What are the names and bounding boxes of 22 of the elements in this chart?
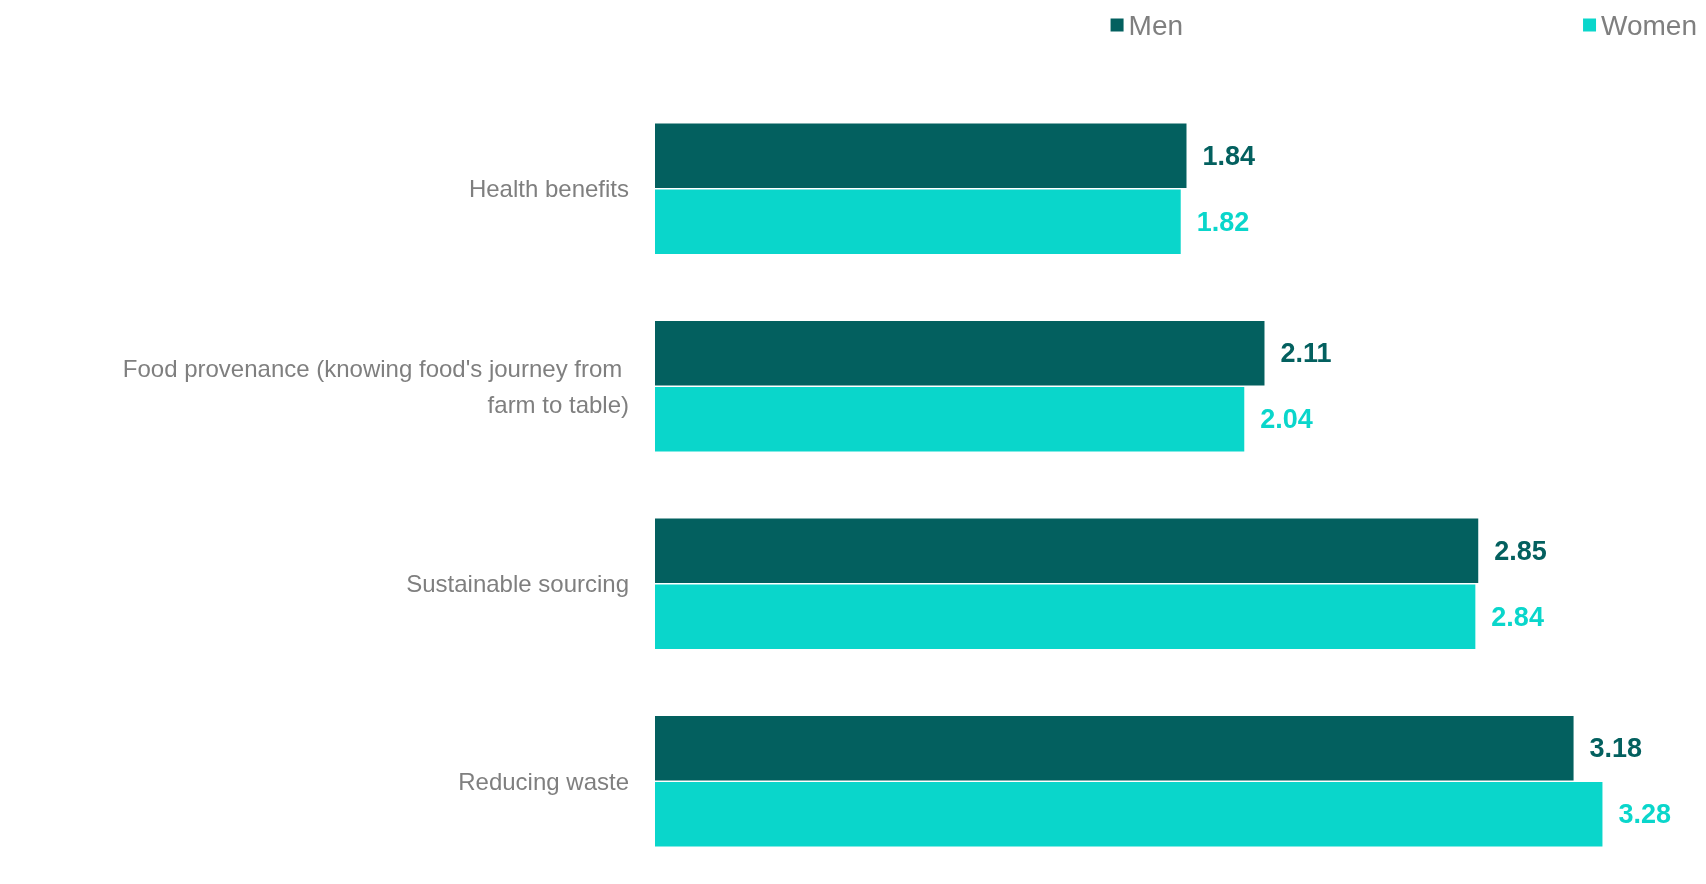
legend-label: Men <box>1128 9 1184 41</box>
bar <box>655 123 1187 189</box>
bar <box>655 518 1479 584</box>
bar <box>655 781 1603 847</box>
bar <box>655 386 1245 452</box>
data-label: 2.04 <box>1260 404 1313 435</box>
bar <box>655 189 1181 254</box>
data-label: 3.28 <box>1618 799 1672 830</box>
data-label: 3.18 <box>1589 733 1643 764</box>
y-tick-label: Reducing waste <box>458 767 629 795</box>
legend-label: Women <box>1601 9 1698 41</box>
data-label: 1.82 <box>1196 206 1250 237</box>
y-tick-label: Food provenance (knowing food's journey from farm to table) <box>122 354 629 418</box>
data-label: 2.85 <box>1494 535 1547 566</box>
data-label: 2.84 <box>1491 601 1544 632</box>
bar <box>655 716 1574 781</box>
bar <box>655 321 1265 386</box>
y-tick-label: Health benefits <box>468 175 629 203</box>
data-label: 2.11 <box>1280 338 1332 369</box>
bar <box>655 584 1476 649</box>
data-label: 1.84 <box>1202 140 1256 171</box>
y-tick-label: Sustainable sourcing <box>406 570 629 598</box>
